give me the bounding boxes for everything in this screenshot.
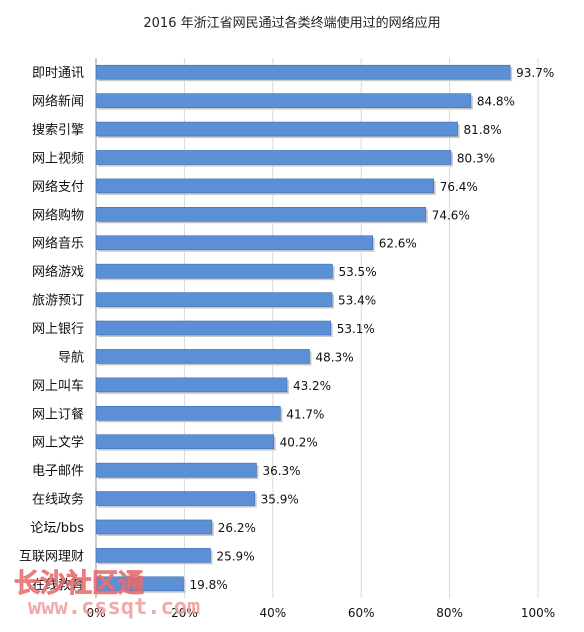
bar <box>95 405 281 421</box>
category-label: 互联网理财 <box>19 549 84 564</box>
category-label: 旅游预订 <box>32 294 84 309</box>
category-label: 即时通讯 <box>32 66 84 81</box>
category-label: 在线政务 <box>32 492 84 508</box>
value-label: 74.6% <box>432 208 470 222</box>
bar <box>95 491 255 506</box>
value-label: 53.5% <box>338 265 376 279</box>
watermark-url-text: www.cssqt.com <box>28 595 200 620</box>
x-tick-label: 20% <box>171 606 198 620</box>
value-label: 43.2% <box>293 379 331 393</box>
bar <box>95 93 472 108</box>
watermark-cn-text: 长沙社区通 <box>14 568 144 599</box>
value-label: 40.2% <box>280 436 318 450</box>
value-label: 84.8% <box>477 95 515 109</box>
bar <box>95 207 427 222</box>
category-label: 网上文学 <box>32 435 84 451</box>
chart-title: 2016 年浙江省网民通过各类终端使用过的网络应用 <box>143 15 440 31</box>
bar <box>95 349 310 364</box>
category-label: 网络支付 <box>32 179 84 195</box>
bar <box>95 235 373 251</box>
category-label: 网络音乐 <box>32 236 84 252</box>
bar <box>95 64 511 80</box>
bar <box>95 320 332 336</box>
bar <box>95 121 458 137</box>
category-label: 论坛/bbs <box>30 521 84 536</box>
x-tick-label: 80% <box>436 606 463 620</box>
category-label: 网上订餐 <box>32 406 84 422</box>
bar <box>95 263 333 279</box>
category-label: 网上银行 <box>32 322 84 337</box>
bar <box>95 462 257 478</box>
value-label: 36.3% <box>262 464 300 478</box>
value-label: 41.7% <box>286 407 324 421</box>
x-axis-ticks: 0% 20% 40% 60% 80% 100% <box>86 606 555 620</box>
category-label: 网络购物 <box>32 207 84 223</box>
value-label: 25.9% <box>216 549 254 563</box>
value-label: 48.3% <box>315 350 353 364</box>
bar <box>95 292 333 307</box>
x-tick-label: 100% <box>521 606 555 620</box>
value-label: 62.6% <box>379 237 417 251</box>
bar <box>95 150 452 165</box>
bar <box>95 519 213 535</box>
category-label: 网上叫车 <box>32 378 84 394</box>
category-label: 电子邮件 <box>32 464 84 479</box>
value-label: 53.1% <box>337 322 375 336</box>
value-label: 19.8% <box>190 578 228 592</box>
category-label: 在线教育 <box>32 577 84 593</box>
bar <box>95 576 184 592</box>
bars <box>95 64 513 593</box>
value-label: 76.4% <box>440 180 478 194</box>
category-label: 网络游戏 <box>32 264 84 280</box>
value-label: 81.8% <box>464 123 502 137</box>
category-label: 网上视频 <box>32 151 84 166</box>
x-tick-label: 60% <box>348 606 375 620</box>
value-labels: 93.7% 84.8% 81.8% 80.3% 76.4% 74.6% 62.6%53.5%… <box>190 66 555 592</box>
x-tick-label: 0% <box>86 606 105 620</box>
x-tick-label: 40% <box>259 606 286 620</box>
value-label: 26.2% <box>218 521 256 535</box>
value-label: 93.7% <box>516 66 554 80</box>
value-label: 53.4% <box>338 294 376 308</box>
bar <box>95 548 211 563</box>
category-label: 搜索引擎 <box>32 123 84 138</box>
bar <box>95 377 288 393</box>
category-label: 导航 <box>58 349 84 365</box>
category-label: 网络新闻 <box>32 94 84 110</box>
watermark: 长沙社区通 www.cssqt.com <box>14 568 201 620</box>
bar <box>95 434 274 449</box>
category-labels: 即时通讯网络新闻搜索引擎网上视频网络支付网络购物网络音乐网络游戏旅游预订网上银行… <box>19 66 84 593</box>
value-label: 80.3% <box>457 151 495 165</box>
bar <box>95 178 434 194</box>
value-label: 35.9% <box>261 493 299 507</box>
